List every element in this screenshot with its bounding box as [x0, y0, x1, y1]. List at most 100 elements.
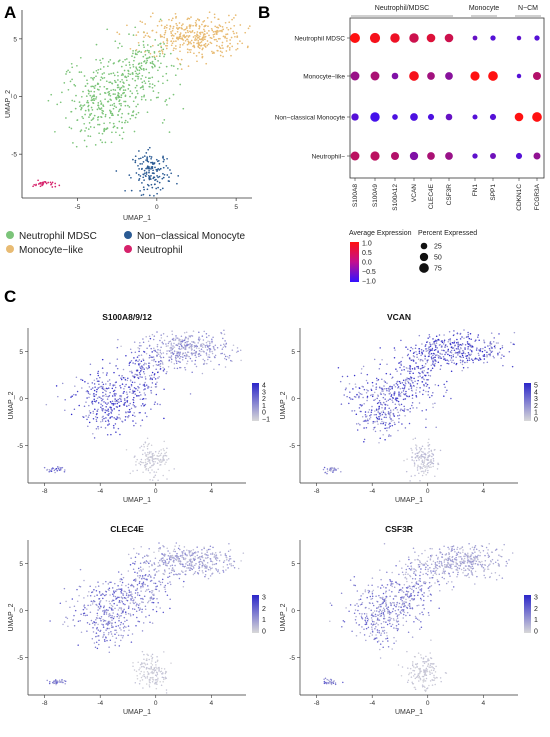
feature-point	[155, 378, 157, 380]
feature-point	[380, 587, 382, 589]
feature-point	[212, 547, 214, 549]
feature-point	[416, 455, 418, 457]
umap-point-mdsc	[151, 77, 153, 79]
dotplot-dots	[350, 33, 542, 161]
feature-colorbar-tick: 2	[262, 606, 266, 613]
feature-point	[402, 409, 404, 411]
feature-point	[105, 594, 107, 596]
umap-point-mdsc	[138, 112, 140, 114]
umap-point-mdsc	[93, 117, 95, 119]
feature-point	[160, 352, 162, 354]
feature-point	[376, 380, 378, 382]
umap-point-mdsc	[135, 117, 137, 119]
umap-point-mono	[196, 55, 198, 57]
feature-ytick-label: 5	[19, 561, 23, 568]
feature-point	[459, 349, 461, 351]
feature-point	[410, 347, 412, 349]
feature-point	[224, 345, 226, 347]
feature-point	[225, 554, 227, 556]
feature-point	[386, 383, 388, 385]
feature-xtick-label: -4	[369, 488, 375, 495]
feature-point	[412, 452, 414, 454]
feature-point	[163, 562, 165, 564]
feature-point	[58, 466, 60, 468]
feature-point	[410, 608, 412, 610]
feature-point	[149, 336, 151, 338]
feature-point	[146, 554, 148, 556]
feature-point	[462, 364, 464, 366]
feature-point	[211, 342, 213, 344]
feature-point	[163, 564, 165, 566]
feature-point	[200, 355, 202, 357]
feature-point	[121, 609, 123, 611]
feature-point	[152, 461, 154, 463]
feature-point	[107, 388, 109, 390]
feature-point	[113, 408, 115, 410]
umap-point-mono	[230, 55, 232, 57]
feature-point	[187, 338, 189, 340]
umap-point-mdsc	[87, 135, 89, 137]
feature-point	[477, 358, 479, 360]
umap-point-mdsc	[111, 113, 113, 115]
feature-point	[154, 669, 156, 671]
feature-point	[110, 407, 112, 409]
feature-point	[409, 600, 411, 602]
feature-point	[155, 574, 157, 576]
umap-point-mono	[187, 48, 189, 50]
umap-point-mono	[202, 21, 204, 23]
feature-point	[88, 393, 90, 395]
feature-point	[434, 353, 436, 355]
feature-point	[134, 377, 136, 379]
feature-point	[91, 592, 93, 594]
umap-point-mdsc	[152, 83, 154, 85]
umap-point-mdsc	[123, 89, 125, 91]
umap-point-mono	[203, 29, 205, 31]
umap-point-mono	[185, 36, 187, 38]
umap-point-mdsc	[118, 96, 120, 98]
feature-point	[371, 412, 373, 414]
feature-point	[115, 381, 117, 383]
feature-point	[462, 353, 464, 355]
umap-point-mono	[175, 48, 177, 50]
feature-point	[426, 464, 428, 466]
umap-point-mono	[233, 17, 235, 19]
feature-point	[169, 576, 171, 578]
feature-point	[192, 335, 194, 337]
umap-point-mdsc	[133, 110, 135, 112]
feature-point	[163, 559, 165, 561]
feature-point	[125, 416, 127, 418]
feature-point	[90, 374, 92, 376]
umap-point-mdsc	[96, 44, 98, 46]
feature-point	[378, 442, 380, 444]
umap-point-ncm	[143, 189, 145, 191]
feature-point	[407, 587, 409, 589]
feature-point	[130, 598, 132, 600]
umap-point-mdsc	[93, 127, 95, 129]
feature-point	[114, 400, 116, 402]
umap-point-mono	[137, 31, 139, 33]
umap-point-mono	[216, 40, 218, 42]
umap-point-mdsc	[101, 76, 103, 78]
feature-point	[405, 574, 407, 576]
feature-point	[387, 612, 389, 614]
feature-point	[132, 415, 134, 417]
feature-point	[133, 425, 135, 427]
umap-point-mono	[192, 30, 194, 32]
umap-point-mdsc	[152, 61, 154, 63]
feature-point	[154, 461, 156, 463]
feature-point	[386, 430, 388, 432]
feature-point	[470, 353, 472, 355]
panel-b-letter: B	[258, 3, 270, 22]
feature-point	[150, 390, 152, 392]
feature-point	[113, 595, 115, 597]
feature-point	[212, 573, 214, 575]
feature-point	[421, 599, 423, 601]
feature-point	[385, 598, 387, 600]
feature-point	[64, 409, 66, 411]
feature-point	[102, 367, 104, 369]
feature-point	[412, 390, 414, 392]
feature-point	[119, 607, 121, 609]
umap-point-mdsc	[123, 131, 125, 133]
feature-point	[438, 339, 440, 341]
umap-point-mdsc	[141, 99, 143, 101]
